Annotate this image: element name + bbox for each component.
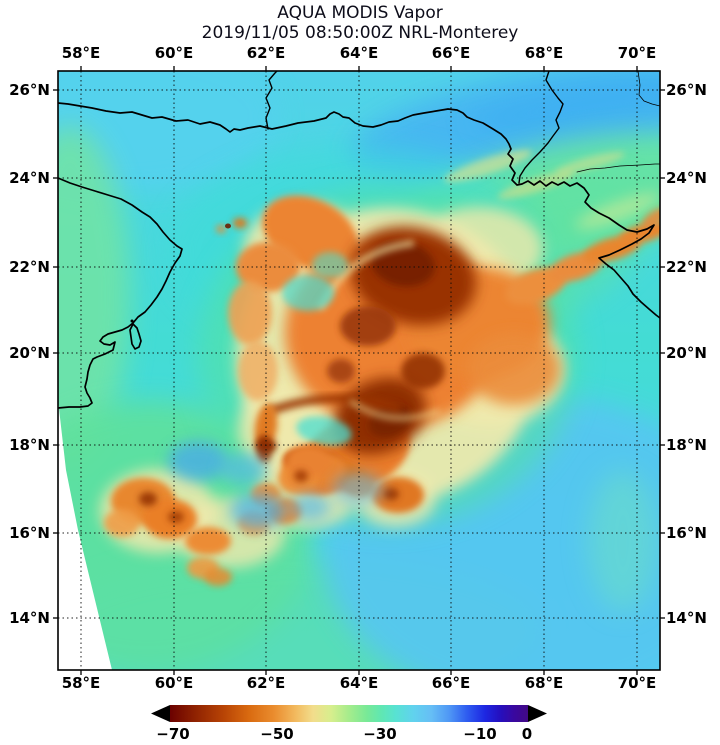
colorbar-extend-right-arrow bbox=[528, 705, 547, 722]
lon-tick-label-bottom: 58°E bbox=[61, 674, 101, 692]
lon-tick-label-top: 66°E bbox=[431, 44, 471, 62]
lat-tick-label-right: 22°N bbox=[666, 258, 707, 276]
lon-tick-label-top: 68°E bbox=[524, 44, 564, 62]
colorbar bbox=[151, 705, 547, 722]
lat-tick-label-left: 22°N bbox=[9, 258, 50, 276]
lon-tick-label-top: 64°E bbox=[339, 44, 379, 62]
colorbar-tick-label: −50 bbox=[260, 725, 294, 743]
lon-tick-label-bottom: 70°E bbox=[617, 674, 657, 692]
lat-tick-label-left: 26°N bbox=[9, 81, 50, 99]
lon-tick-label-top: 60°E bbox=[154, 44, 194, 62]
colorbar-tick-label: −10 bbox=[463, 725, 497, 743]
lon-tick-label-top: 58°E bbox=[61, 44, 101, 62]
lon-tick-label-bottom: 60°E bbox=[154, 674, 194, 692]
southwest-cloud-cluster bbox=[104, 218, 346, 586]
river-line bbox=[265, 71, 278, 130]
colorbar-tick-label: −70 bbox=[156, 725, 190, 743]
lat-tick-label-left: 14°N bbox=[9, 609, 50, 627]
coastlines bbox=[58, 71, 660, 409]
figure-title: AQUA MODIS Vapor bbox=[277, 3, 443, 23]
lat-tick-label-right: 20°N bbox=[666, 344, 707, 362]
coastline-west bbox=[58, 177, 183, 409]
colorbar-extend-left-arrow bbox=[151, 705, 170, 722]
lon-tick-label-bottom: 62°E bbox=[246, 674, 286, 692]
gridlines bbox=[58, 71, 660, 670]
lat-tick-label-right: 14°N bbox=[666, 609, 707, 627]
border-line bbox=[576, 163, 660, 173]
lon-tick-label-bottom: 68°E bbox=[524, 674, 564, 692]
axis-ticks bbox=[53, 66, 665, 675]
colorbar-tick-label: 0 bbox=[521, 725, 533, 743]
island-dot bbox=[130, 319, 134, 323]
lat-tick-label-left: 18°N bbox=[9, 436, 50, 454]
lon-tick-label-bottom: 66°E bbox=[431, 674, 471, 692]
lat-tick-label-right: 26°N bbox=[666, 81, 707, 99]
lon-tick-label-top: 62°E bbox=[246, 44, 286, 62]
lat-tick-label-right: 16°N bbox=[666, 524, 707, 542]
figure-subtitle: 2019/11/05 08:50:00Z NRL-Monterey bbox=[201, 23, 519, 43]
vapor-map-canvas bbox=[53, 66, 665, 675]
colorbar-gradient-bar bbox=[170, 705, 528, 722]
lat-tick-label-right: 18°N bbox=[666, 436, 707, 454]
colorbar-tick-label: −30 bbox=[363, 725, 397, 743]
lat-tick-label-right: 24°N bbox=[666, 169, 707, 187]
lat-tick-label-left: 24°N bbox=[9, 169, 50, 187]
dry-air-patches bbox=[168, 441, 384, 529]
river-line bbox=[518, 71, 564, 184]
vapor-field bbox=[58, 71, 660, 670]
cyclone-cloud-mass bbox=[228, 195, 660, 496]
border-line bbox=[637, 71, 660, 107]
coastline-north bbox=[58, 102, 660, 319]
lon-tick-label-bottom: 64°E bbox=[339, 674, 379, 692]
no-data-wedge bbox=[58, 400, 112, 670]
lat-tick-label-left: 16°N bbox=[9, 524, 50, 542]
lon-tick-label-top: 70°E bbox=[617, 44, 657, 62]
lat-tick-label-left: 20°N bbox=[9, 344, 50, 362]
island-outline bbox=[129, 323, 142, 350]
